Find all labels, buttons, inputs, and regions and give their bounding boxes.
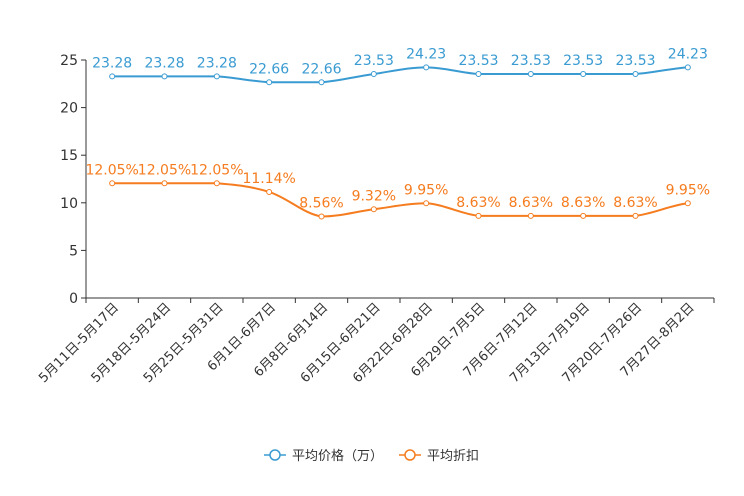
data-point[interactable] (632, 70, 639, 77)
data-label: 8.56% (299, 196, 343, 212)
data-point[interactable] (475, 212, 482, 219)
data-label: 8.63% (613, 195, 657, 211)
data-point[interactable] (109, 73, 116, 80)
legend-marker-icon (404, 449, 416, 461)
data-point[interactable] (527, 212, 534, 219)
data-point[interactable] (684, 64, 691, 71)
data-point[interactable] (318, 79, 325, 86)
data-point[interactable] (370, 206, 377, 213)
data-point[interactable] (266, 188, 273, 195)
data-label: 12.05% (190, 162, 243, 178)
data-label: 8.63% (456, 195, 500, 211)
data-point[interactable] (213, 73, 220, 80)
y-tick-label: 20 (60, 101, 78, 117)
legend-item-1[interactable]: 平均折扣 (399, 449, 479, 464)
data-point[interactable] (423, 64, 430, 71)
data-point[interactable] (580, 70, 587, 77)
data-label: 12.05% (138, 162, 191, 178)
data-point[interactable] (213, 180, 220, 187)
series-1: 12.05%12.05%12.05%11.14%8.56% 9.32% 9.95%8… (85, 162, 710, 220)
legend-label: 平均折扣 (427, 449, 479, 464)
data-point[interactable] (684, 200, 691, 207)
data-label: 8.63% (509, 195, 553, 211)
data-label: 24.23 (406, 46, 446, 62)
data-label: 23.28 (197, 55, 237, 71)
data-point[interactable] (527, 70, 534, 77)
y-axis: 0 5 10 15 20 25 (60, 53, 87, 307)
data-point[interactable] (109, 180, 116, 187)
data-label: 11.14% (242, 171, 295, 187)
legend-item-0[interactable]: 平均价格（万） (264, 448, 383, 464)
series-layer: 23.28 23.28 23.28 22.66 22.66 23.53 24.23 23.53… (85, 46, 710, 220)
data-point[interactable] (632, 212, 639, 219)
data-label: 23.53 (615, 53, 655, 69)
data-label: 23.28 (92, 55, 132, 71)
y-tick-label: 10 (60, 196, 78, 212)
data-label: 22.66 (301, 61, 341, 77)
data-label: 23.53 (563, 53, 603, 69)
data-label: 23.53 (511, 53, 551, 69)
y-tick-label: 25 (60, 53, 78, 69)
data-point[interactable] (580, 212, 587, 219)
series-line (112, 66, 688, 84)
legend-label: 平均价格（万） (292, 448, 383, 464)
legend: 平均价格（万） 平均折扣 (264, 448, 479, 464)
legend-marker-icon (269, 449, 281, 461)
data-label: 23.53 (458, 53, 498, 69)
series-line (112, 182, 688, 218)
data-point[interactable] (423, 200, 430, 207)
data-label: 24.23 (668, 46, 708, 62)
data-point[interactable] (161, 180, 168, 187)
data-label: 23.53 (354, 53, 394, 69)
data-label: 8.63% (561, 195, 605, 211)
data-point[interactable] (475, 70, 482, 77)
data-point[interactable] (318, 213, 325, 220)
data-label: 9.95% (666, 182, 710, 198)
data-label: 22.66 (249, 61, 289, 77)
data-point[interactable] (266, 79, 273, 86)
data-label: 12.05% (85, 162, 138, 178)
data-point[interactable] (161, 73, 168, 80)
data-point[interactable] (370, 70, 377, 77)
series-0: 23.28 23.28 23.28 22.66 22.66 23.53 24.23 23.53… (92, 46, 708, 86)
data-label: 23.28 (144, 55, 184, 71)
x-axis: 5月11日-5月17日5月18日-5月24日5月25日-5月31日6月1日-6月… (36, 297, 715, 386)
data-label: 9.95% (404, 182, 448, 198)
data-label: 9.32% (352, 188, 396, 204)
y-tick-label: 15 (60, 148, 78, 164)
y-tick-label: 5 (69, 243, 78, 259)
y-tick-label: 0 (69, 291, 78, 307)
